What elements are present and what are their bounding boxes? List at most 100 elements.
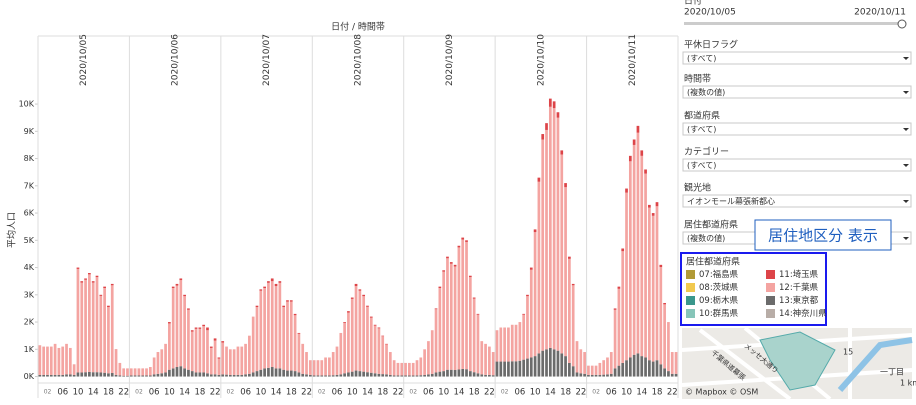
bar-segment [385,344,388,375]
x-tick-label: 10 [438,388,449,398]
bar-segment [628,357,632,377]
bar-segment [644,357,647,377]
bar-segment [457,245,461,248]
bar-segment [305,352,308,375]
bar-segment [381,374,385,377]
bar-segment [194,327,198,329]
legend-label: 10:群馬県 [699,308,739,319]
filter-dropdown[interactable] [682,85,912,99]
bar-segment [42,346,46,375]
bar-segment [141,368,145,376]
bar-segment [571,285,575,367]
filter-dropdown[interactable] [682,158,912,172]
bar-segment [91,372,95,377]
map[interactable] [681,326,913,401]
x-tick-label: 14 [271,388,282,398]
bar-segment [385,343,388,345]
bar-segment [251,316,255,373]
bar-segment [621,362,625,377]
bar-segment [152,374,156,377]
bar-segment [442,271,446,372]
filter-dropdown[interactable] [682,194,912,208]
bar-segment [385,374,388,377]
bar-segment [545,349,548,377]
bar-segment [423,374,426,377]
bar-segment [209,374,213,377]
legend-swatch [766,283,775,292]
bar-segment [171,287,175,369]
bar-segment [65,343,68,375]
bar-segment [503,361,506,377]
bar-segment [590,365,594,375]
bar-segment [221,374,225,377]
filter-dropdown[interactable] [682,51,912,65]
bar-segment [556,117,560,351]
filter-dropdown[interactable] [682,122,912,136]
bar-segment [289,300,293,302]
bar-segment [80,282,84,373]
bar-segment [400,362,404,376]
bar-segment [388,374,392,377]
bar-segment [484,343,487,375]
bar-segment [122,368,126,376]
x-tick-label: 02 [318,389,326,396]
bar-segment [541,139,545,351]
bar-segment [99,295,103,373]
bar-segment [362,371,366,377]
bar-segment [61,374,65,377]
y-tick-label: 5K [24,236,35,245]
filter-label: 都道府県 [684,110,720,122]
x-tick-label: 06 [332,388,343,398]
bar-segment [80,281,84,283]
bar-segment [175,283,179,286]
bar-segment [366,305,369,307]
bar-segment [484,374,487,377]
bar-segment [507,327,510,362]
map-water [837,337,913,392]
date-slider[interactable] [684,22,904,25]
bar-segment [221,341,225,343]
bar-segment [175,285,179,368]
bar-segment [381,336,385,375]
bar-segment [179,278,183,281]
bar-segment [556,112,560,118]
bar-segment [350,371,354,377]
bar-segment [526,296,529,359]
slider-handle[interactable] [897,19,907,29]
bar-segment [461,239,465,369]
x-tick-label: 10 [164,388,175,398]
bar-segment [396,362,400,376]
map-area [759,331,836,391]
x-tick-label: 14 [179,388,190,398]
x-tick-label: 02 [135,389,143,396]
bar-segment [179,280,183,367]
bar-segment [571,283,575,286]
bar-segment [137,375,141,377]
bar-segment [568,256,571,259]
legend-swatch [766,270,775,279]
dropdown-arrow [903,57,909,60]
bar-segment [526,358,529,377]
bar-segment [648,360,651,377]
bar-segment [244,343,247,375]
bar-segment [179,366,183,377]
bar-segment [57,374,61,377]
bar-segment [430,330,434,374]
bar-segment [164,343,167,373]
bar-segment [529,269,533,358]
x-tick-label: 22 [301,388,312,398]
bar-segment [255,305,259,308]
bar-segment [480,341,484,375]
bar-segment [438,287,442,372]
x-tick-label: 22 [667,388,678,398]
bar-segment [190,330,194,332]
bar-segment [316,375,320,377]
bar-segment [198,328,202,373]
bar-segment [663,304,666,369]
bar-segment [84,278,87,280]
bar-segment [476,313,480,315]
bar-segment [518,360,522,377]
bar-segment [446,369,449,377]
bar-segment [198,372,202,377]
bar-segment [408,362,411,376]
